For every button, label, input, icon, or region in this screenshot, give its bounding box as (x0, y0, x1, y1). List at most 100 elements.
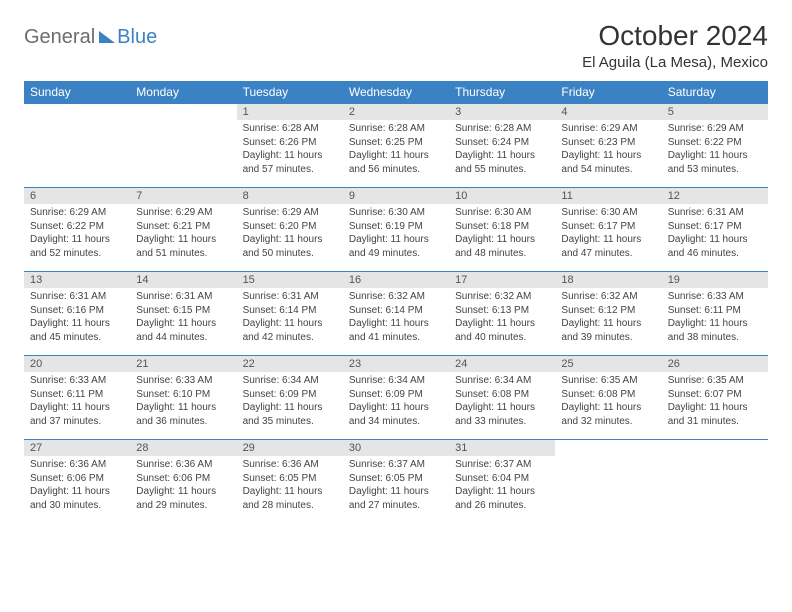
day-details: Sunrise: 6:28 AMSunset: 6:25 PMDaylight:… (343, 120, 449, 180)
calendar-cell: 8Sunrise: 6:29 AMSunset: 6:20 PMDaylight… (237, 188, 343, 272)
day-number: 18 (555, 272, 661, 288)
weekday-header: Tuesday (237, 81, 343, 104)
day-details: Sunrise: 6:30 AMSunset: 6:19 PMDaylight:… (343, 204, 449, 264)
day-details: Sunrise: 6:31 AMSunset: 6:17 PMDaylight:… (662, 204, 768, 264)
calendar-cell: 31Sunrise: 6:37 AMSunset: 6:04 PMDayligh… (449, 440, 555, 524)
calendar-cell: 25Sunrise: 6:35 AMSunset: 6:08 PMDayligh… (555, 356, 661, 440)
calendar-cell: 23Sunrise: 6:34 AMSunset: 6:09 PMDayligh… (343, 356, 449, 440)
day-details: Sunrise: 6:35 AMSunset: 6:07 PMDaylight:… (662, 372, 768, 432)
day-details: Sunrise: 6:34 AMSunset: 6:08 PMDaylight:… (449, 372, 555, 432)
calendar-cell: 3Sunrise: 6:28 AMSunset: 6:24 PMDaylight… (449, 104, 555, 188)
day-number: 3 (449, 104, 555, 120)
sunset-text: Sunset: 6:09 PM (349, 388, 443, 402)
calendar-week-row: 20Sunrise: 6:33 AMSunset: 6:11 PMDayligh… (24, 356, 768, 440)
day-number: 19 (662, 272, 768, 288)
calendar-cell: 29Sunrise: 6:36 AMSunset: 6:05 PMDayligh… (237, 440, 343, 524)
day-details: Sunrise: 6:29 AMSunset: 6:22 PMDaylight:… (662, 120, 768, 180)
daylight-text: Daylight: 11 hours and 40 minutes. (455, 317, 549, 344)
logo: General Blue (24, 26, 157, 49)
sunrise-text: Sunrise: 6:36 AM (136, 458, 230, 472)
daylight-text: Daylight: 11 hours and 36 minutes. (136, 401, 230, 428)
day-details: Sunrise: 6:30 AMSunset: 6:17 PMDaylight:… (555, 204, 661, 264)
calendar-week-row: 13Sunrise: 6:31 AMSunset: 6:16 PMDayligh… (24, 272, 768, 356)
day-details: Sunrise: 6:29 AMSunset: 6:20 PMDaylight:… (237, 204, 343, 264)
weekday-header: Wednesday (343, 81, 449, 104)
day-number: 5 (662, 104, 768, 120)
daylight-text: Daylight: 11 hours and 46 minutes. (668, 233, 762, 260)
day-number: 12 (662, 188, 768, 204)
day-number: 31 (449, 440, 555, 456)
calendar-cell: 24Sunrise: 6:34 AMSunset: 6:08 PMDayligh… (449, 356, 555, 440)
day-number: 22 (237, 356, 343, 372)
daylight-text: Daylight: 11 hours and 31 minutes. (668, 401, 762, 428)
calendar-cell (662, 440, 768, 524)
calendar-cell (24, 104, 130, 188)
sunrise-text: Sunrise: 6:33 AM (668, 290, 762, 304)
day-details: Sunrise: 6:31 AMSunset: 6:14 PMDaylight:… (237, 288, 343, 348)
calendar-cell: 2Sunrise: 6:28 AMSunset: 6:25 PMDaylight… (343, 104, 449, 188)
sunset-text: Sunset: 6:20 PM (243, 220, 337, 234)
calendar-cell: 1Sunrise: 6:28 AMSunset: 6:26 PMDaylight… (237, 104, 343, 188)
day-details: Sunrise: 6:36 AMSunset: 6:06 PMDaylight:… (130, 456, 236, 516)
daylight-text: Daylight: 11 hours and 39 minutes. (561, 317, 655, 344)
calendar-table: SundayMondayTuesdayWednesdayThursdayFrid… (24, 81, 768, 524)
location-label: El Aguila (La Mesa), Mexico (582, 54, 768, 71)
calendar-cell: 15Sunrise: 6:31 AMSunset: 6:14 PMDayligh… (237, 272, 343, 356)
day-number: 13 (24, 272, 130, 288)
daylight-text: Daylight: 11 hours and 54 minutes. (561, 149, 655, 176)
sunrise-text: Sunrise: 6:33 AM (30, 374, 124, 388)
daylight-text: Daylight: 11 hours and 35 minutes. (243, 401, 337, 428)
sunset-text: Sunset: 6:17 PM (561, 220, 655, 234)
daylight-text: Daylight: 11 hours and 50 minutes. (243, 233, 337, 260)
day-details: Sunrise: 6:33 AMSunset: 6:11 PMDaylight:… (662, 288, 768, 348)
sunrise-text: Sunrise: 6:36 AM (243, 458, 337, 472)
calendar-cell: 28Sunrise: 6:36 AMSunset: 6:06 PMDayligh… (130, 440, 236, 524)
sunset-text: Sunset: 6:21 PM (136, 220, 230, 234)
day-details: Sunrise: 6:31 AMSunset: 6:15 PMDaylight:… (130, 288, 236, 348)
sunset-text: Sunset: 6:22 PM (30, 220, 124, 234)
sunrise-text: Sunrise: 6:30 AM (561, 206, 655, 220)
calendar-cell: 17Sunrise: 6:32 AMSunset: 6:13 PMDayligh… (449, 272, 555, 356)
daylight-text: Daylight: 11 hours and 32 minutes. (561, 401, 655, 428)
sunrise-text: Sunrise: 6:32 AM (561, 290, 655, 304)
daylight-text: Daylight: 11 hours and 42 minutes. (243, 317, 337, 344)
daylight-text: Daylight: 11 hours and 55 minutes. (455, 149, 549, 176)
sunrise-text: Sunrise: 6:30 AM (349, 206, 443, 220)
daylight-text: Daylight: 11 hours and 49 minutes. (349, 233, 443, 260)
calendar-cell: 9Sunrise: 6:30 AMSunset: 6:19 PMDaylight… (343, 188, 449, 272)
calendar-cell: 7Sunrise: 6:29 AMSunset: 6:21 PMDaylight… (130, 188, 236, 272)
sunset-text: Sunset: 6:19 PM (349, 220, 443, 234)
month-title: October 2024 (582, 20, 768, 52)
sunset-text: Sunset: 6:05 PM (243, 472, 337, 486)
sunrise-text: Sunrise: 6:29 AM (561, 122, 655, 136)
sunrise-text: Sunrise: 6:28 AM (243, 122, 337, 136)
weekday-header: Friday (555, 81, 661, 104)
calendar-cell: 10Sunrise: 6:30 AMSunset: 6:18 PMDayligh… (449, 188, 555, 272)
day-details: Sunrise: 6:32 AMSunset: 6:14 PMDaylight:… (343, 288, 449, 348)
sunset-text: Sunset: 6:13 PM (455, 304, 549, 318)
daylight-text: Daylight: 11 hours and 34 minutes. (349, 401, 443, 428)
sunrise-text: Sunrise: 6:36 AM (30, 458, 124, 472)
sunrise-text: Sunrise: 6:29 AM (30, 206, 124, 220)
sunrise-text: Sunrise: 6:32 AM (349, 290, 443, 304)
sunrise-text: Sunrise: 6:34 AM (243, 374, 337, 388)
day-details: Sunrise: 6:31 AMSunset: 6:16 PMDaylight:… (24, 288, 130, 348)
day-number: 27 (24, 440, 130, 456)
day-details: Sunrise: 6:28 AMSunset: 6:24 PMDaylight:… (449, 120, 555, 180)
sunset-text: Sunset: 6:08 PM (561, 388, 655, 402)
daylight-text: Daylight: 11 hours and 38 minutes. (668, 317, 762, 344)
day-details: Sunrise: 6:33 AMSunset: 6:10 PMDaylight:… (130, 372, 236, 432)
calendar-cell (130, 104, 236, 188)
daylight-text: Daylight: 11 hours and 57 minutes. (243, 149, 337, 176)
sunrise-text: Sunrise: 6:34 AM (455, 374, 549, 388)
daylight-text: Daylight: 11 hours and 53 minutes. (668, 149, 762, 176)
calendar-cell: 18Sunrise: 6:32 AMSunset: 6:12 PMDayligh… (555, 272, 661, 356)
calendar-cell: 12Sunrise: 6:31 AMSunset: 6:17 PMDayligh… (662, 188, 768, 272)
logo-text-2: Blue (117, 26, 157, 49)
day-number: 14 (130, 272, 236, 288)
daylight-text: Daylight: 11 hours and 29 minutes. (136, 485, 230, 512)
day-number: 20 (24, 356, 130, 372)
day-number: 29 (237, 440, 343, 456)
daylight-text: Daylight: 11 hours and 37 minutes. (30, 401, 124, 428)
day-number: 30 (343, 440, 449, 456)
